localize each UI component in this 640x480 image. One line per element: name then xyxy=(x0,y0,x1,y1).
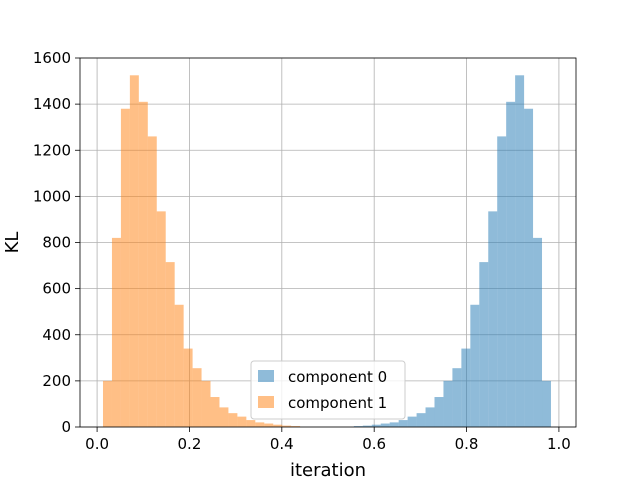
x-axis-label: iteration xyxy=(290,460,366,480)
bars xyxy=(102,75,551,428)
histogram-bar xyxy=(291,426,301,427)
histogram-bar xyxy=(425,407,435,427)
histogram-bar xyxy=(362,425,372,427)
histogram-bar xyxy=(407,416,417,427)
histogram-bar xyxy=(210,397,220,427)
y-tick-label: 400 xyxy=(42,326,71,344)
y-axis-label: KL xyxy=(2,232,23,254)
series-component-0 xyxy=(353,75,551,428)
histogram-bar xyxy=(434,397,444,427)
y-tick-label: 1400 xyxy=(33,95,71,113)
histogram-bar xyxy=(120,108,130,428)
histogram-bar xyxy=(264,423,274,427)
histogram-bar xyxy=(398,420,408,427)
histogram-bar xyxy=(174,304,184,427)
x-tick-label: 0.0 xyxy=(85,435,109,453)
x-tick-label: 0.2 xyxy=(178,435,202,453)
series-component-1 xyxy=(102,75,301,428)
y-tick-label: 0 xyxy=(61,418,71,436)
histogram-bar xyxy=(488,211,498,427)
ticks: 0.0 0.2 0.4 0.6 0.8 1.0 0 200 400 600 800 1000 1200 1… xyxy=(33,49,571,453)
histogram-bar xyxy=(389,422,399,427)
histogram-bar xyxy=(192,368,202,427)
y-tick-label: 1200 xyxy=(33,141,71,159)
y-tick-label: 600 xyxy=(42,280,71,298)
histogram-bar xyxy=(416,413,426,427)
legend-box xyxy=(250,360,406,420)
histogram-bar xyxy=(506,101,516,427)
histogram-bar xyxy=(102,380,112,427)
x-tick-label: 0.8 xyxy=(455,435,479,453)
histogram-bar xyxy=(165,262,175,427)
y-tick-label: 800 xyxy=(42,234,71,252)
x-tick-label: 1.0 xyxy=(547,435,571,453)
histogram-bar xyxy=(497,136,507,427)
legend-label-component-1: component 1 xyxy=(288,394,387,412)
histogram-bar xyxy=(246,420,256,427)
histogram-bar xyxy=(443,380,453,427)
histogram-bar xyxy=(282,425,292,427)
y-tick-label: 1600 xyxy=(33,49,71,67)
histogram-bar xyxy=(138,101,148,427)
histogram-bar xyxy=(353,426,363,427)
histogram-bar xyxy=(470,304,480,427)
histogram-bar xyxy=(542,380,551,427)
y-tick-label: 1000 xyxy=(33,187,71,205)
histogram-bar xyxy=(219,407,229,427)
histogram-bar xyxy=(515,75,525,427)
histogram-bar xyxy=(452,368,462,427)
histogram-bar xyxy=(380,423,390,427)
histogram-bar xyxy=(533,237,543,427)
histogram-bar xyxy=(524,108,534,428)
histogram-bar xyxy=(201,380,211,427)
legend-label-component-0: component 0 xyxy=(288,368,387,386)
histogram-bar xyxy=(237,416,247,427)
x-tick-label: 0.4 xyxy=(270,435,294,453)
legend-swatch-component-1 xyxy=(258,396,274,408)
histogram-bar xyxy=(273,424,283,427)
legend: component 0 component 1 xyxy=(250,360,406,420)
histogram-bar xyxy=(183,348,193,427)
y-tick-label: 200 xyxy=(42,372,71,390)
histogram-bar xyxy=(129,75,139,427)
histogram-bar xyxy=(461,348,471,427)
legend-swatch-component-0 xyxy=(258,370,274,382)
histogram-bar xyxy=(111,237,121,427)
x-tick-label: 0.6 xyxy=(362,435,386,453)
histogram-bar xyxy=(156,211,166,427)
histogram-bar xyxy=(371,424,381,427)
histogram-bar xyxy=(479,262,489,427)
histogram-bar xyxy=(228,413,238,427)
histogram-bar xyxy=(147,136,157,427)
histogram-bar xyxy=(255,422,265,427)
